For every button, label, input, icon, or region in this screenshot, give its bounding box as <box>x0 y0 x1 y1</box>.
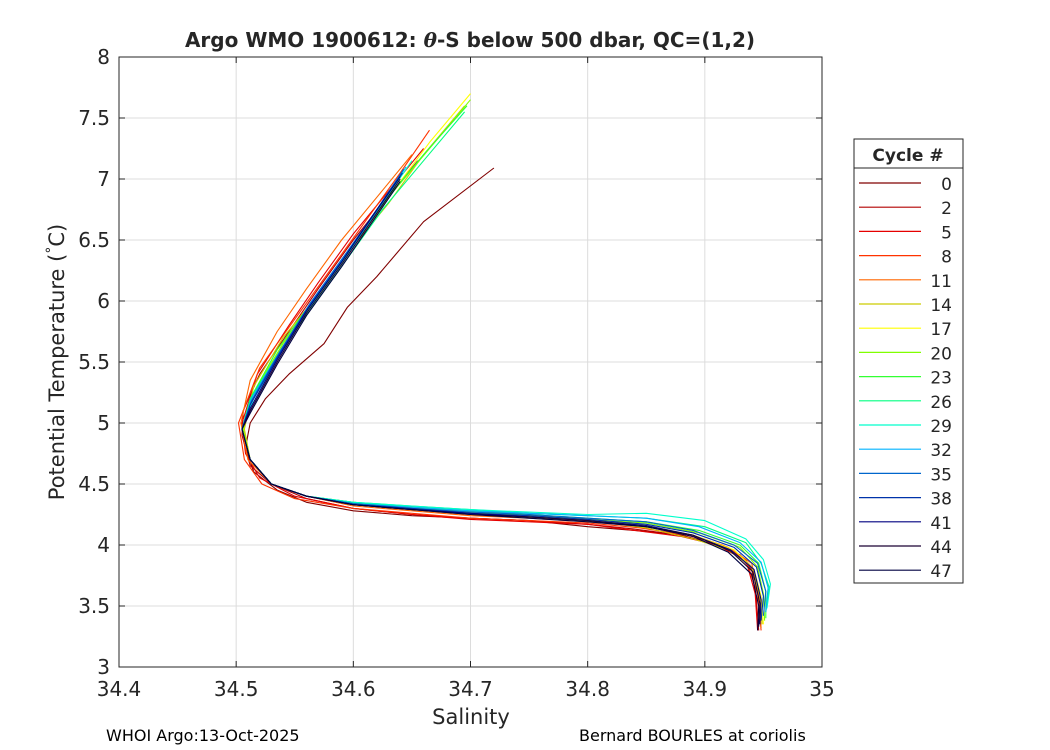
y-tick-label: 7.5 <box>78 106 110 130</box>
x-tick-label: 34.8 <box>565 677 610 701</box>
y-tick-label: 3.5 <box>78 594 110 618</box>
footer-right: Bernard BOURLES at coriolis <box>579 726 806 745</box>
x-axis-ticks: 34.4 34.5 34.6 34.7 34.8 34.9 35 <box>97 57 835 701</box>
y-tick-label: 3 <box>97 655 110 679</box>
legend-label-cycle-26: 26 <box>930 393 952 413</box>
title-theta-symbol: θ <box>424 28 438 52</box>
legend-label-cycle-8: 8 <box>941 248 952 268</box>
legend-label-cycle-41: 41 <box>930 514 952 534</box>
legend-items: 0 2 5 8 11 14 17 20 23 26 29 32 35 38 41 44 47 <box>859 175 952 582</box>
y-tick-label: 7 <box>97 167 110 191</box>
y-tick-label: 6.5 <box>78 228 110 252</box>
x-tick-label: 34.7 <box>448 677 493 701</box>
y-tick-label: 5 <box>97 411 110 435</box>
legend-label-cycle-5: 5 <box>941 223 952 243</box>
legend-label-cycle-2: 2 <box>941 199 952 219</box>
y-label-suffix: C) <box>45 224 69 247</box>
series-line-cycle-35 <box>241 168 767 616</box>
legend-label-cycle-14: 14 <box>930 296 952 316</box>
y-tick-label: 6 <box>97 289 110 313</box>
legend: Cycle # 0 2 5 8 11 14 17 20 23 26 29 32 35 38 41 44 47 <box>853 138 964 584</box>
y-tick-label: 4.5 <box>78 472 110 496</box>
legend-label-cycle-0: 0 <box>941 175 952 195</box>
title-suffix: -S below 500 dbar, QC=(1,2) <box>437 28 755 52</box>
chart-title: Argo WMO 1900612: θ-S below 500 dbar, QC… <box>185 28 755 52</box>
legend-title: Cycle # <box>872 146 943 166</box>
y-axis-ticks: 3 3.5 4 4.5 5 5.5 6 6.5 7 7.5 8 <box>78 45 822 679</box>
data-series <box>237 93 771 631</box>
legend-label-cycle-47: 47 <box>930 562 952 582</box>
legend-label-cycle-32: 32 <box>930 441 952 461</box>
legend-label-cycle-23: 23 <box>930 369 952 389</box>
y-axis-label: Potential Temperature (°C) <box>44 224 69 500</box>
legend-label-cycle-44: 44 <box>930 538 952 558</box>
x-axis-label: Salinity <box>432 705 510 729</box>
x-tick-label: 34.6 <box>331 677 376 701</box>
legend-label-cycle-17: 17 <box>930 320 952 340</box>
series-line-cycle-47 <box>241 181 760 631</box>
y-tick-label: 8 <box>97 45 110 69</box>
legend-label-cycle-20: 20 <box>930 344 952 364</box>
x-tick-label: 35 <box>809 677 834 701</box>
title-prefix: Argo WMO 1900612: <box>185 28 424 52</box>
legend-box <box>853 138 964 584</box>
footer-left: WHOI Argo:13-Oct-2025 <box>106 726 300 745</box>
legend-label-cycle-29: 29 <box>930 417 952 437</box>
legend-label-cycle-35: 35 <box>930 465 952 485</box>
y-label-prefix: Potential Temperature ( <box>45 254 69 501</box>
legend-label-cycle-11: 11 <box>930 272 952 292</box>
x-tick-label: 34.9 <box>683 677 728 701</box>
x-tick-label: 34.4 <box>97 677 142 701</box>
y-tick-label: 4 <box>97 533 110 557</box>
x-tick-label: 34.5 <box>214 677 259 701</box>
y-label-degree: ° <box>44 247 60 254</box>
y-tick-label: 5.5 <box>78 350 110 374</box>
legend-label-cycle-38: 38 <box>930 490 952 510</box>
